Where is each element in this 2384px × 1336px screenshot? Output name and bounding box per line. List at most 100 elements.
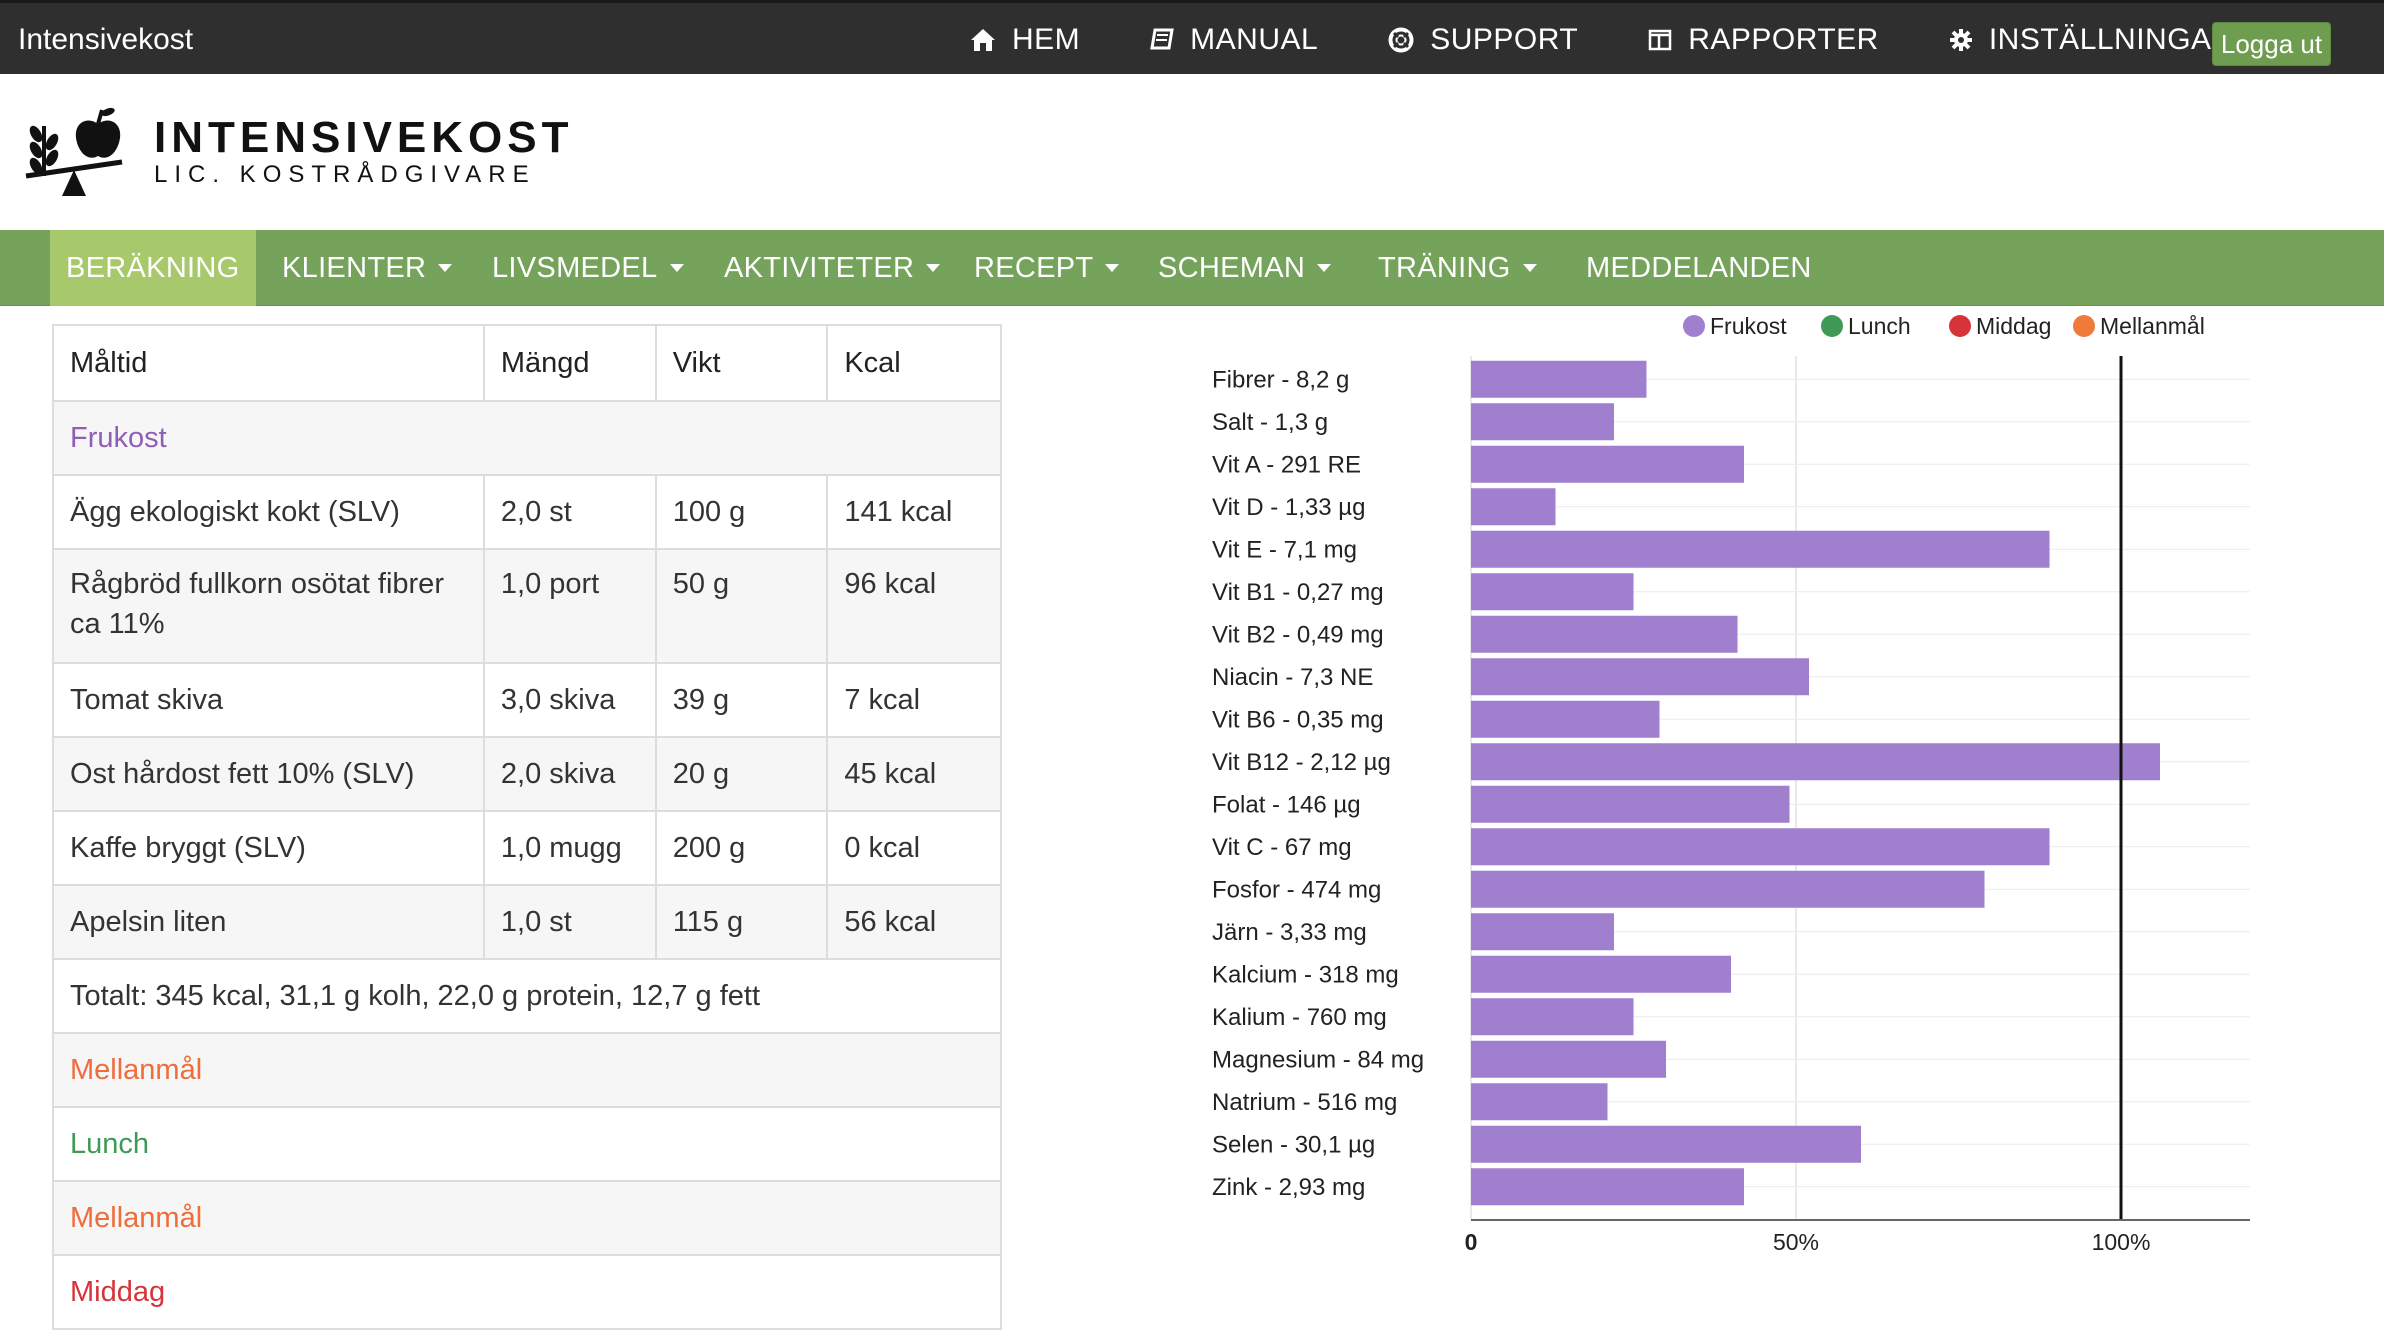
chevron-down-icon xyxy=(1105,264,1120,272)
bar xyxy=(1471,615,1738,653)
food-kcal: 56 kcal xyxy=(826,884,1002,960)
chevron-down-icon xyxy=(669,264,684,272)
category-label: Fibrer - 8,2 g xyxy=(1212,366,1349,393)
chevron-down-icon xyxy=(438,264,453,272)
nav-support-label: SUPPORT xyxy=(1430,23,1579,56)
header-mangd: Mängd xyxy=(482,324,657,402)
category-label: Salt - 1,3 g xyxy=(1212,409,1328,436)
tab-recept[interactable]: RECEPT xyxy=(974,230,1120,306)
tab-traning[interactable]: TRÄNING xyxy=(1378,230,1537,306)
header-maltid: Måltid xyxy=(52,324,485,402)
tab-klienter-label: KLIENTER xyxy=(282,251,427,284)
legend-marker xyxy=(1683,315,1705,337)
tab-aktiviteter[interactable]: AKTIVITETER xyxy=(724,230,941,306)
food-name: Apelsin liten xyxy=(52,884,485,960)
legend-marker xyxy=(1949,315,1971,337)
tab-berakning[interactable]: BERÄKNING xyxy=(50,230,256,306)
tab-scheman[interactable]: SCHEMAN xyxy=(1158,230,1332,306)
category-label: Vit E - 7,1 mg xyxy=(1212,536,1357,563)
food-name: Ost hårdost fett 10% (SLV) xyxy=(52,736,485,812)
chevron-down-icon xyxy=(926,264,941,272)
bar xyxy=(1471,785,1790,823)
meal-header-lunch[interactable]: Lunch xyxy=(52,1106,1002,1182)
meal-table: Måltid Mängd Vikt Kcal Frukost Ägg ekolo… xyxy=(52,324,1002,1330)
bar xyxy=(1471,530,2050,568)
table-row[interactable]: Apelsin liten 1,0 st 115 g 56 kcal xyxy=(52,884,1002,960)
book-icon xyxy=(1150,28,1174,50)
top-bar: Intensivekost HEM MANUAL SUPPORT xyxy=(0,0,2384,74)
food-amount: 1,0 st xyxy=(482,884,657,960)
meal-total: Totalt: 345 kcal, 31,1 g kolh, 22,0 g pr… xyxy=(52,958,1002,1034)
table-row[interactable]: Tomat skiva 3,0 skiva 39 g 7 kcal xyxy=(52,662,1002,738)
tab-aktiviteter-label: AKTIVITETER xyxy=(724,251,915,284)
tab-recept-label: RECEPT xyxy=(974,251,1094,284)
nav-support[interactable]: SUPPORT xyxy=(1388,23,1578,57)
tab-livsmedel[interactable]: LIVSMEDEL xyxy=(492,230,684,306)
tab-berakning-label: BERÄKNING xyxy=(66,251,240,284)
legend-marker xyxy=(2073,315,2095,337)
category-label: Zink - 2,93 mg xyxy=(1212,1174,1365,1201)
tab-traning-label: TRÄNING xyxy=(1378,251,1511,284)
meal-header-middag[interactable]: Middag xyxy=(52,1254,1002,1330)
bar xyxy=(1471,828,2050,866)
tick-label: 0 xyxy=(1465,1229,1478,1255)
bar xyxy=(1471,913,1614,951)
tab-livsmedel-label: LIVSMEDEL xyxy=(492,251,658,284)
meal-header-mellanmal[interactable]: Mellanmål xyxy=(52,1032,1002,1108)
nav-manual[interactable]: MANUAL xyxy=(1150,23,1318,57)
meal-label-middag[interactable]: Middag xyxy=(52,1254,1002,1330)
tab-scheman-label: SCHEMAN xyxy=(1158,251,1306,284)
bar xyxy=(1471,700,1660,738)
food-amount: 3,0 skiva xyxy=(482,662,657,738)
food-name: Tomat skiva xyxy=(52,662,485,738)
food-weight: 39 g xyxy=(654,662,829,738)
tab-klienter[interactable]: KLIENTER xyxy=(282,230,453,306)
food-amount: 2,0 st xyxy=(482,474,657,550)
bar xyxy=(1471,955,1731,993)
meal-header-frukost[interactable]: Frukost xyxy=(52,400,1002,476)
food-weight: 50 g xyxy=(654,548,829,664)
nav-reports[interactable]: RAPPORTER xyxy=(1648,23,1879,57)
bar xyxy=(1471,360,1647,398)
nav-home[interactable]: HEM xyxy=(970,23,1080,57)
table-row[interactable]: Kaffe bryggt (SLV) 1,0 mugg 200 g 0 kcal xyxy=(52,810,1002,886)
table-row[interactable]: Ost hårdost fett 10% (SLV) 2,0 skiva 20 … xyxy=(52,736,1002,812)
gear-icon xyxy=(1949,29,1972,51)
food-kcal: 0 kcal xyxy=(826,810,1002,886)
category-label: Kalium - 760 mg xyxy=(1212,1004,1387,1031)
chevron-down-icon xyxy=(1317,264,1332,272)
nav-settings[interactable]: INSTÄLLNINGAR xyxy=(1949,23,2260,57)
category-label: Magnesium - 84 mg xyxy=(1212,1046,1424,1073)
category-label: Vit B1 - 0,27 mg xyxy=(1212,579,1384,606)
bar xyxy=(1471,488,1556,526)
food-name: Rågbröd fullkorn osötat fibrer ca 11% xyxy=(52,548,485,664)
table-row[interactable]: Ägg ekologiskt kokt (SLV) 2,0 st 100 g 1… xyxy=(52,474,1002,550)
table-row[interactable]: Rågbröd fullkorn osötat fibrer ca 11% 1,… xyxy=(52,548,1002,664)
tick-label: 100% xyxy=(2092,1229,2151,1255)
meal-label-mellanmal-2[interactable]: Mellanmål xyxy=(52,1180,1002,1256)
bar xyxy=(1471,1168,1744,1206)
logo[interactable]: INTENSIVEKOST LIC. KOSTRÅDGIVARE xyxy=(22,104,574,200)
category-label: Selen - 30,1 µg xyxy=(1212,1131,1375,1158)
brand-name[interactable]: Intensivekost xyxy=(18,23,194,56)
bar xyxy=(1471,1040,1666,1078)
food-amount: 1,0 mugg xyxy=(482,810,657,886)
meal-label-lunch[interactable]: Lunch xyxy=(52,1106,1002,1182)
tab-meddelanden[interactable]: MEDDELANDEN xyxy=(1586,230,1812,306)
tick-label: 50% xyxy=(1773,1229,1819,1255)
logout-button[interactable]: Logga ut xyxy=(2212,22,2331,66)
food-name: Kaffe bryggt (SLV) xyxy=(52,810,485,886)
meal-header-mellanmal-2[interactable]: Mellanmål xyxy=(52,1180,1002,1256)
category-label: Vit D - 1,33 µg xyxy=(1212,494,1365,521)
meal-label-frukost[interactable]: Frukost xyxy=(52,400,1002,476)
food-weight: 200 g xyxy=(654,810,829,886)
meal-label-mellanmal[interactable]: Mellanmål xyxy=(52,1032,1002,1108)
nav-home-label: HEM xyxy=(1012,23,1081,56)
legend-label: Mellanmål xyxy=(2100,313,2205,339)
bar xyxy=(1471,870,1985,908)
home-icon xyxy=(971,29,995,51)
category-label: Vit B12 - 2,12 µg xyxy=(1212,749,1391,776)
category-label: Kalcium - 318 mg xyxy=(1212,961,1399,988)
bar xyxy=(1471,573,1634,611)
header-kcal: Kcal xyxy=(826,324,1002,402)
